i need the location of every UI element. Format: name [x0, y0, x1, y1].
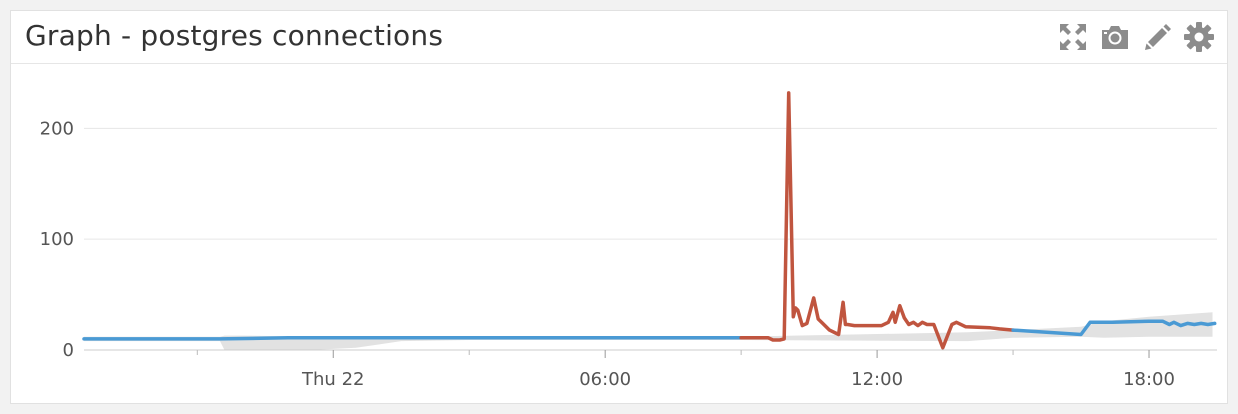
- chart-area: 0 100 200 Thu 22 06:00 12:00 18:00: [11, 64, 1227, 407]
- camera-icon[interactable]: [1099, 21, 1131, 53]
- expected-range-band: [84, 312, 1213, 350]
- series-line-anomaly-1: [739, 91, 1015, 350]
- gear-icon[interactable]: [1183, 21, 1215, 53]
- widget-title: Graph - postgres connections: [25, 19, 444, 52]
- series-line-normal-2: [1011, 319, 1217, 337]
- graph-widget: Graph - postgres connections: [10, 10, 1228, 404]
- line-chart: 0 100 200 Thu 22 06:00 12:00 18:00: [40, 91, 1217, 390]
- y-tick-label: 0: [63, 340, 74, 361]
- widget-header: Graph - postgres connections: [11, 11, 1227, 64]
- series-line-normal-0: [82, 336, 743, 341]
- x-tick-label: 06:00: [579, 369, 631, 390]
- widget-toolbar: [1057, 21, 1215, 53]
- x-tick-label: Thu 22: [301, 369, 364, 390]
- y-tick-label: 100: [40, 229, 74, 250]
- x-tick-label: 18:00: [1123, 369, 1175, 390]
- pencil-icon[interactable]: [1141, 21, 1173, 53]
- x-tick-label: 12:00: [851, 369, 903, 390]
- y-tick-label: 200: [40, 118, 74, 139]
- expand-icon[interactable]: [1057, 21, 1089, 53]
